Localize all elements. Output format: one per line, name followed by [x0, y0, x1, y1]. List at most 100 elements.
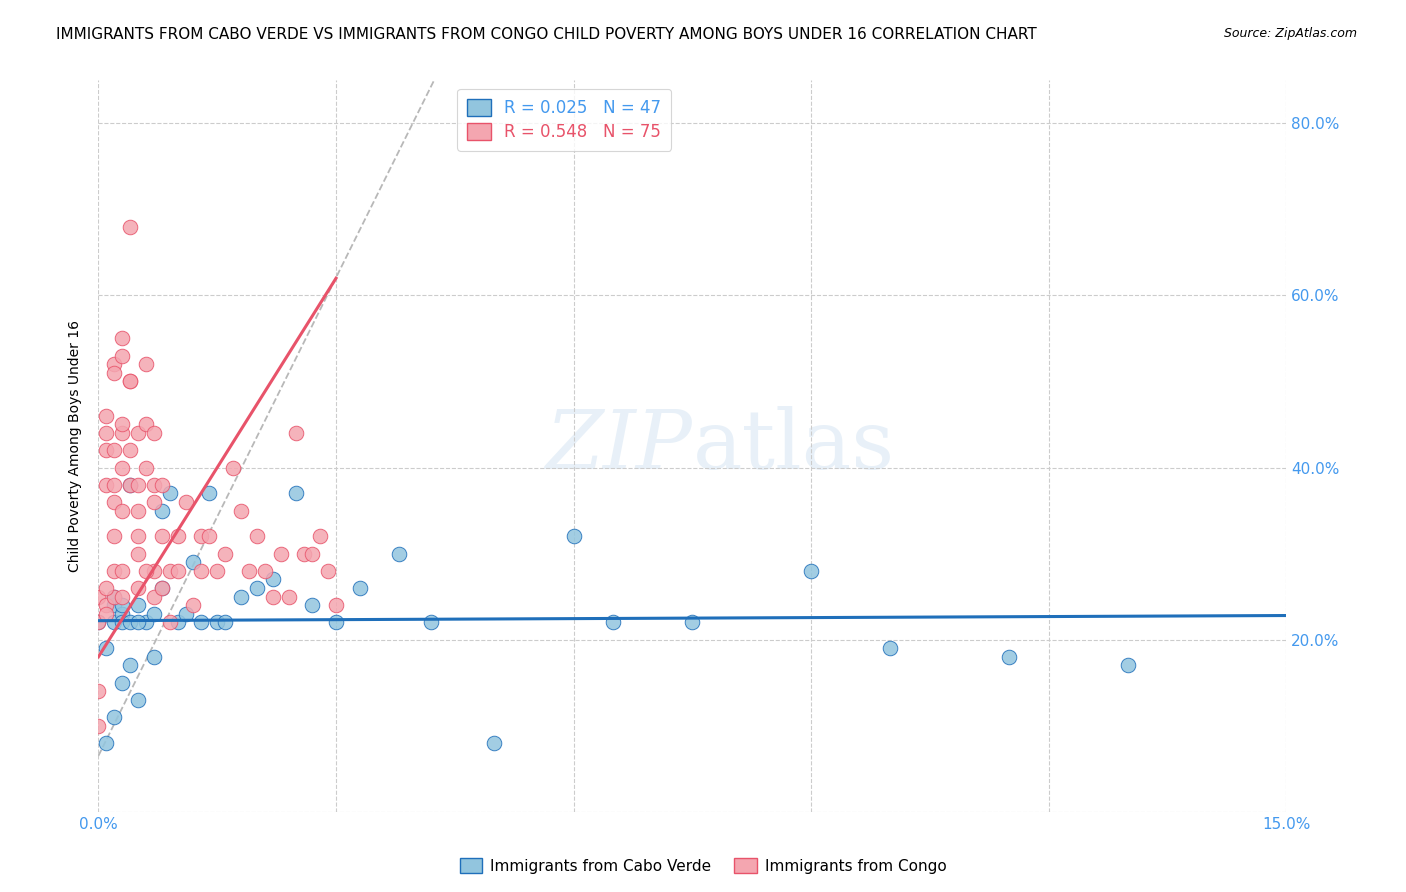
- Text: ZIP: ZIP: [546, 406, 693, 486]
- Point: [159, 564, 181, 578]
- Point: [150, 581, 173, 595]
- Point: [183, 555, 205, 569]
- Point: [87, 615, 110, 630]
- Point: [103, 477, 125, 491]
- Point: [103, 564, 125, 578]
- Point: [111, 426, 134, 441]
- Point: [142, 590, 165, 604]
- Point: [120, 477, 142, 491]
- Point: [127, 503, 149, 517]
- Point: [285, 426, 308, 441]
- Point: [301, 598, 323, 612]
- Point: [111, 503, 134, 517]
- Point: [120, 477, 142, 491]
- Point: [103, 443, 125, 458]
- Point: [174, 495, 197, 509]
- Point: [103, 529, 125, 543]
- Point: [103, 357, 125, 371]
- Point: [103, 710, 125, 724]
- Point: [111, 564, 134, 578]
- Point: [222, 460, 245, 475]
- Point: [120, 658, 142, 673]
- Point: [111, 349, 134, 363]
- Point: [111, 460, 134, 475]
- Point: [183, 598, 205, 612]
- Point: [96, 426, 118, 441]
- Point: [111, 598, 134, 612]
- Point: [103, 495, 125, 509]
- Point: [120, 219, 142, 234]
- Point: [127, 693, 149, 707]
- Legend: R = 0.025   N = 47, R = 0.548   N = 75: R = 0.025 N = 47, R = 0.548 N = 75: [457, 88, 671, 151]
- Point: [96, 598, 118, 612]
- Point: [96, 607, 118, 621]
- Point: [292, 547, 315, 561]
- Point: [103, 590, 125, 604]
- Point: [150, 503, 173, 517]
- Point: [325, 615, 347, 630]
- Point: [127, 615, 149, 630]
- Point: [190, 529, 212, 543]
- Point: [309, 529, 332, 543]
- Point: [111, 615, 134, 630]
- Point: [127, 598, 149, 612]
- Point: [301, 547, 323, 561]
- Point: [142, 649, 165, 664]
- Point: [325, 598, 347, 612]
- Point: [285, 486, 308, 500]
- Point: [262, 590, 284, 604]
- Point: [142, 426, 165, 441]
- Point: [87, 719, 110, 733]
- Point: [111, 590, 134, 604]
- Point: [142, 607, 165, 621]
- Point: [96, 477, 118, 491]
- Point: [150, 581, 173, 595]
- Point: [484, 736, 506, 750]
- Point: [87, 615, 110, 630]
- Point: [103, 590, 125, 604]
- Point: [103, 598, 125, 612]
- Point: [127, 426, 149, 441]
- Text: IMMIGRANTS FROM CABO VERDE VS IMMIGRANTS FROM CONGO CHILD POVERTY AMONG BOYS UND: IMMIGRANTS FROM CABO VERDE VS IMMIGRANTS…: [56, 27, 1038, 42]
- Point: [87, 684, 110, 698]
- Point: [879, 641, 901, 656]
- Point: [998, 649, 1021, 664]
- Y-axis label: Child Poverty Among Boys Under 16: Child Poverty Among Boys Under 16: [69, 320, 83, 572]
- Point: [349, 581, 371, 595]
- Text: Source: ZipAtlas.com: Source: ZipAtlas.com: [1223, 27, 1357, 40]
- Point: [135, 615, 157, 630]
- Point: [103, 615, 125, 630]
- Point: [214, 547, 236, 561]
- Point: [207, 615, 229, 630]
- Point: [135, 417, 157, 432]
- Point: [277, 590, 299, 604]
- Point: [150, 529, 173, 543]
- Point: [96, 736, 118, 750]
- Point: [253, 564, 276, 578]
- Point: [420, 615, 443, 630]
- Point: [150, 477, 173, 491]
- Point: [120, 375, 142, 389]
- Point: [111, 607, 134, 621]
- Point: [142, 477, 165, 491]
- Point: [1116, 658, 1139, 673]
- Point: [198, 529, 221, 543]
- Point: [800, 564, 823, 578]
- Point: [96, 409, 118, 423]
- Point: [120, 615, 142, 630]
- Point: [127, 477, 149, 491]
- Point: [135, 460, 157, 475]
- Point: [388, 547, 411, 561]
- Legend: Immigrants from Cabo Verde, Immigrants from Congo: Immigrants from Cabo Verde, Immigrants f…: [454, 852, 952, 880]
- Point: [96, 581, 118, 595]
- Point: [214, 615, 236, 630]
- Point: [270, 547, 292, 561]
- Point: [562, 529, 585, 543]
- Point: [190, 615, 212, 630]
- Point: [120, 375, 142, 389]
- Point: [127, 547, 149, 561]
- Point: [174, 607, 197, 621]
- Point: [190, 564, 212, 578]
- Point: [229, 503, 252, 517]
- Point: [198, 486, 221, 500]
